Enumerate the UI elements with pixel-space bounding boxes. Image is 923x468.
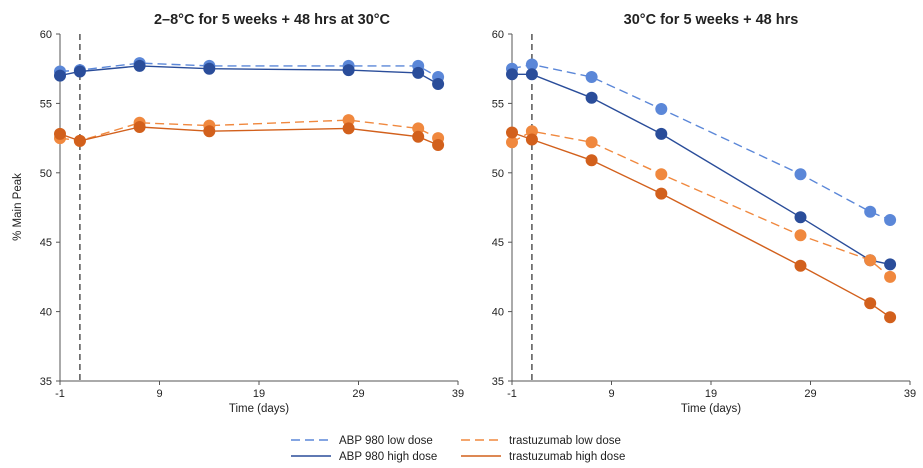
right-series-line-trastuzumab-high-dose <box>511 131 891 318</box>
right-y-tick-label: 35 <box>492 376 504 388</box>
right-series-line-abp-980-high-dose <box>512 73 891 266</box>
left-y-tick-label: 35 <box>40 376 52 388</box>
panel-right: 30°C for 5 weeks + 48 hrs Time (days) 35… <box>492 12 916 415</box>
right-x-tick-label: 29 <box>804 388 816 400</box>
left-data-point-trastuzumab-high-dose <box>342 122 355 135</box>
panel-left: 2–8°C for 5 weeks + 48 hrs at 30°C % Mai… <box>12 12 464 415</box>
left-data-point-abp-980-high-dose <box>54 69 66 82</box>
right-y-tick-label: 45 <box>492 237 504 249</box>
panel-right-x-axis-label: Time (days) <box>681 403 741 415</box>
right-data-point-trastuzumab-high-dose <box>655 187 668 200</box>
left-x-tick-label: 19 <box>253 388 265 400</box>
legend-label-abp980-high: ABP 980 high dose <box>339 451 437 463</box>
left-data-point-abp-980-high-dose <box>133 59 146 72</box>
right-data-point-abp-980-low-dose <box>884 214 897 226</box>
right-data-point-trastuzumab-high-dose <box>525 133 538 146</box>
panel-left-x-axis-label: Time (days) <box>229 403 289 415</box>
left-data-point-abp-980-high-dose <box>203 62 216 75</box>
right-x-tick-label: 19 <box>705 388 717 400</box>
legend-label-abp980-low: ABP 980 low dose <box>339 435 433 447</box>
right-data-point-trastuzumab-low-dose <box>506 136 518 149</box>
right-data-point-trastuzumab-high-dose <box>794 259 807 272</box>
left-data-point-trastuzumab-high-dose <box>432 139 445 151</box>
right-x-tick-label: -1 <box>507 388 517 400</box>
left-x-tick-label: 29 <box>352 388 364 400</box>
panel-right-plot-area: 35 40 45 50 55 60 -1 9 19 29 39 <box>492 29 916 400</box>
left-y-tick-label: 40 <box>40 307 52 319</box>
left-data-point-trastuzumab-high-dose <box>73 134 86 147</box>
right-data-point-abp-980-high-dose <box>585 91 598 104</box>
right-x-tick-label: 39 <box>904 388 916 400</box>
right-data-point-abp-980-high-dose <box>525 68 538 81</box>
right-data-point-trastuzumab-low-dose <box>884 270 897 283</box>
left-x-tick-label: -1 <box>55 388 65 400</box>
left-y-tick-label: 45 <box>40 237 52 249</box>
right-data-point-abp-980-low-dose <box>864 205 877 218</box>
left-data-point-trastuzumab-high-dose <box>54 127 66 140</box>
left-data-point-trastuzumab-low-dose <box>342 114 355 127</box>
right-data-point-trastuzumab-low-dose <box>525 125 538 138</box>
panel-right-title: 30°C for 5 weeks + 48 hrs <box>624 12 799 28</box>
left-data-point-abp-980-high-dose <box>342 64 355 77</box>
right-y-tick-label: 40 <box>492 307 504 319</box>
panel-left-plot-area: 35 40 45 50 55 60 -1 9 19 29 39 <box>40 29 464 400</box>
left-series-line-abp-980-high-dose <box>59 65 439 85</box>
left-data-point-trastuzumab-high-dose <box>412 130 425 143</box>
right-data-point-trastuzumab-high-dose <box>506 126 518 139</box>
left-data-point-abp-980-high-dose <box>412 66 425 79</box>
right-data-point-abp-980-low-dose <box>794 168 807 181</box>
right-data-point-trastuzumab-low-dose <box>794 229 807 242</box>
left-x-tick-label: 9 <box>156 388 162 400</box>
right-data-point-trastuzumab-high-dose <box>884 311 897 324</box>
panel-left-title: 2–8°C for 5 weeks + 48 hrs at 30°C <box>154 12 391 28</box>
left-y-tick-label: 55 <box>40 98 52 110</box>
right-data-point-trastuzumab-low-dose <box>655 168 668 181</box>
right-data-point-abp-980-high-dose <box>794 211 807 224</box>
right-x-tick-label: 9 <box>608 388 614 400</box>
right-data-point-trastuzumab-high-dose <box>864 297 877 310</box>
left-data-point-abp-980-high-dose <box>73 65 86 78</box>
right-data-point-abp-980-low-dose <box>655 103 668 115</box>
right-data-point-abp-980-high-dose <box>655 127 668 140</box>
right-data-point-trastuzumab-low-dose <box>585 136 598 149</box>
left-y-tick-label: 50 <box>40 168 52 180</box>
legend-label-trastuzumab-low: trastuzumab low dose <box>509 435 621 447</box>
right-y-tick-label: 50 <box>492 168 504 180</box>
right-y-tick-label: 55 <box>492 98 504 110</box>
right-data-point-abp-980-low-dose <box>525 58 538 71</box>
left-data-point-trastuzumab-low-dose <box>412 122 425 135</box>
left-data-point-trastuzumab-high-dose <box>133 121 146 133</box>
right-data-point-trastuzumab-high-dose <box>585 154 598 167</box>
left-x-tick-label: 39 <box>452 388 464 400</box>
right-series-line-abp-980-low-dose <box>511 63 891 221</box>
left-series-line-abp-980-low-dose <box>59 62 439 78</box>
left-data-point-abp-980-high-dose <box>432 78 445 90</box>
right-y-tick-label: 60 <box>492 29 504 41</box>
right-data-point-abp-980-high-dose <box>506 68 518 81</box>
legend-label-trastuzumab-high: trastuzumab high dose <box>509 451 625 463</box>
chart-legend: ABP 980 low dose ABP 980 high dose trast… <box>291 435 625 463</box>
right-data-point-abp-980-low-dose <box>585 71 598 83</box>
right-data-point-abp-980-high-dose <box>884 258 897 271</box>
left-data-point-trastuzumab-high-dose <box>203 125 216 138</box>
left-y-tick-label: 60 <box>40 29 52 41</box>
panel-left-y-axis-label: % Main Peak <box>12 173 24 241</box>
right-data-point-trastuzumab-low-dose <box>864 254 877 267</box>
